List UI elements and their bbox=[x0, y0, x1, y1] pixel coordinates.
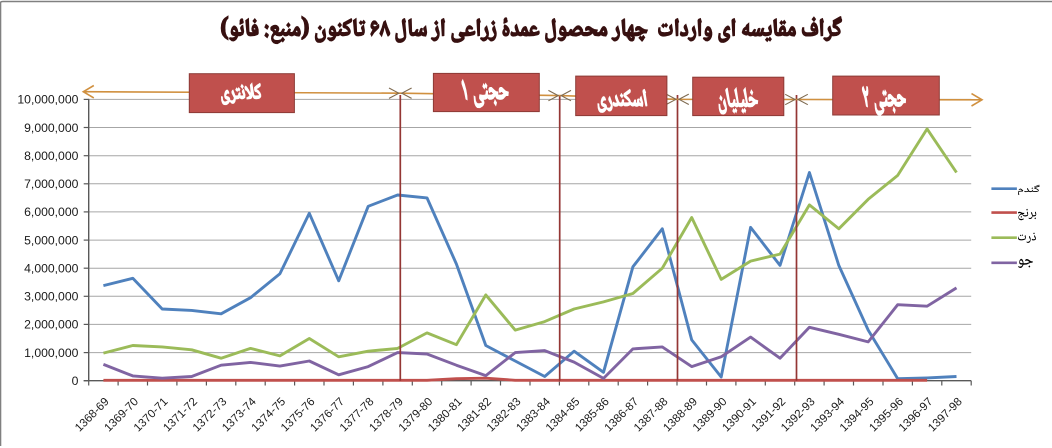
svg-text:0: 0 bbox=[72, 374, 79, 388]
svg-text:3,000,000: 3,000,000 bbox=[24, 290, 78, 304]
svg-text:4,000,000: 4,000,000 bbox=[24, 262, 78, 276]
svg-text:10,000,000: 10,000,000 bbox=[17, 93, 78, 107]
svg-text:7,000,000: 7,000,000 bbox=[24, 177, 78, 191]
svg-text:2,000,000: 2,000,000 bbox=[24, 318, 78, 332]
svg-text:6,000,000: 6,000,000 bbox=[24, 205, 78, 219]
svg-text:8,000,000: 8,000,000 bbox=[24, 149, 78, 163]
svg-text:1,000,000: 1,000,000 bbox=[24, 346, 78, 360]
svg-text:9,000,000: 9,000,000 bbox=[24, 121, 78, 135]
svg-text:5,000,000: 5,000,000 bbox=[24, 233, 78, 247]
